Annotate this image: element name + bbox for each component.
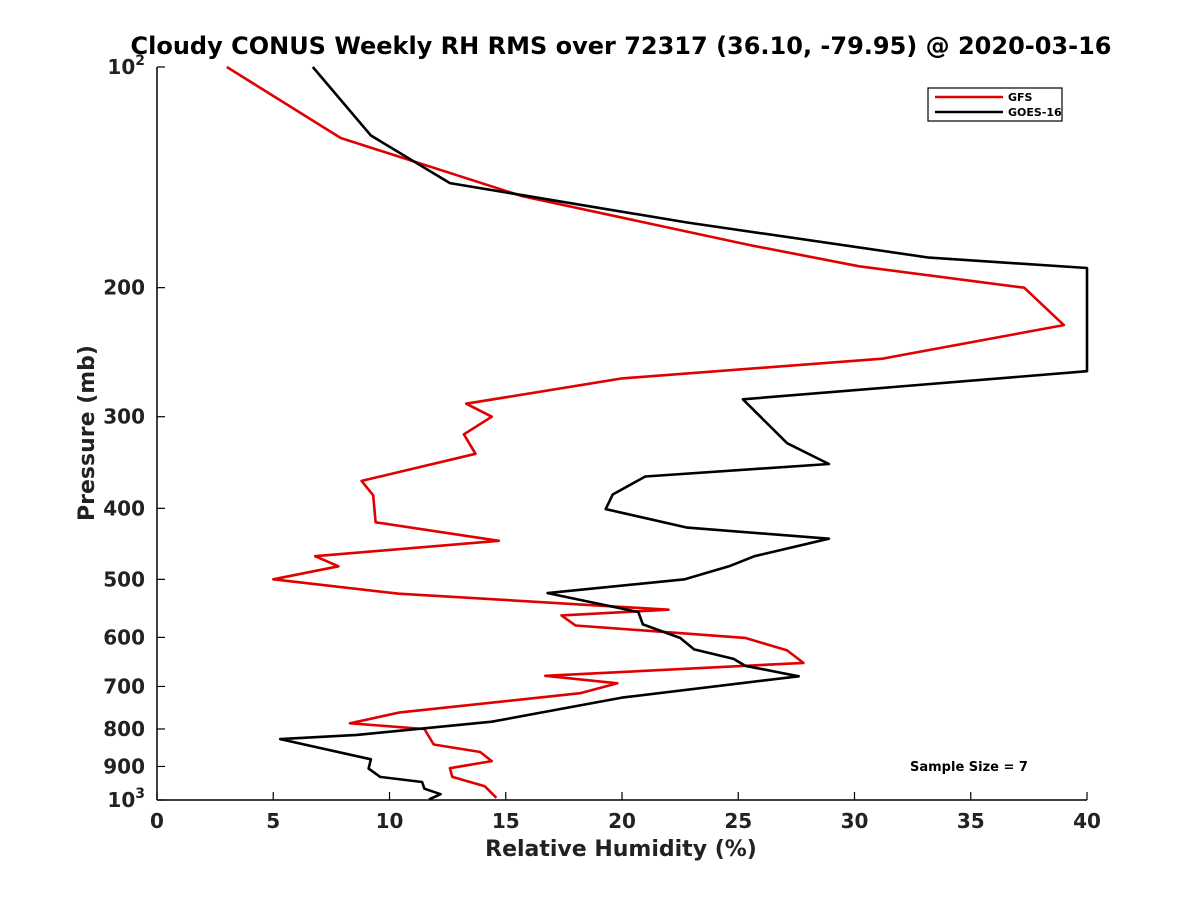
plot-area bbox=[157, 67, 1087, 800]
y-tick-label: 200 bbox=[103, 276, 145, 300]
legend-box bbox=[927, 87, 1063, 122]
y-tick-label: 102 bbox=[107, 53, 145, 79]
y-axis-label: Pressure (mb) bbox=[75, 345, 100, 521]
y-tick-label: 600 bbox=[103, 625, 145, 649]
x-tick-label: 5 bbox=[266, 809, 280, 833]
y-tick-label: 700 bbox=[103, 674, 145, 698]
series-layer bbox=[226, 65, 1089, 801]
y-tick-label: 400 bbox=[103, 496, 145, 520]
x-tick-label: 0 bbox=[150, 809, 164, 833]
series-line-gfs bbox=[226, 65, 1066, 799]
x-tick-label: 20 bbox=[608, 809, 636, 833]
series-line-goes16 bbox=[278, 66, 1089, 801]
y-tick-label: 300 bbox=[103, 405, 145, 429]
y-tick-label: 900 bbox=[103, 754, 145, 778]
x-tick-label: 10 bbox=[376, 809, 404, 833]
y-tick-label: 800 bbox=[103, 717, 145, 741]
legend-label-gfs: GFS bbox=[1008, 91, 1033, 104]
y-tick-label: 500 bbox=[103, 567, 145, 591]
sample-size-annotation: Sample Size = 7 bbox=[910, 760, 1028, 775]
legend: GFS GOES-16 bbox=[927, 87, 1063, 122]
x-tick-label: 25 bbox=[724, 809, 752, 833]
axes: 0 5 10 15 20 25 30 35 40 102 200 300 400 500 600 700 800… bbox=[103, 53, 1101, 833]
legend-label-goes16: GOES-16 bbox=[1008, 106, 1062, 119]
x-tick-label: 40 bbox=[1073, 809, 1101, 833]
x-tick-label: 35 bbox=[957, 809, 985, 833]
x-axis-label: Relative Humidity (%) bbox=[485, 837, 757, 862]
chart-title: Cloudy CONUS Weekly RH RMS over 72317 (3… bbox=[131, 32, 1112, 60]
x-tick-label: 30 bbox=[841, 809, 869, 833]
x-tick-label: 15 bbox=[492, 809, 520, 833]
y-tick-label: 103 bbox=[107, 786, 145, 812]
